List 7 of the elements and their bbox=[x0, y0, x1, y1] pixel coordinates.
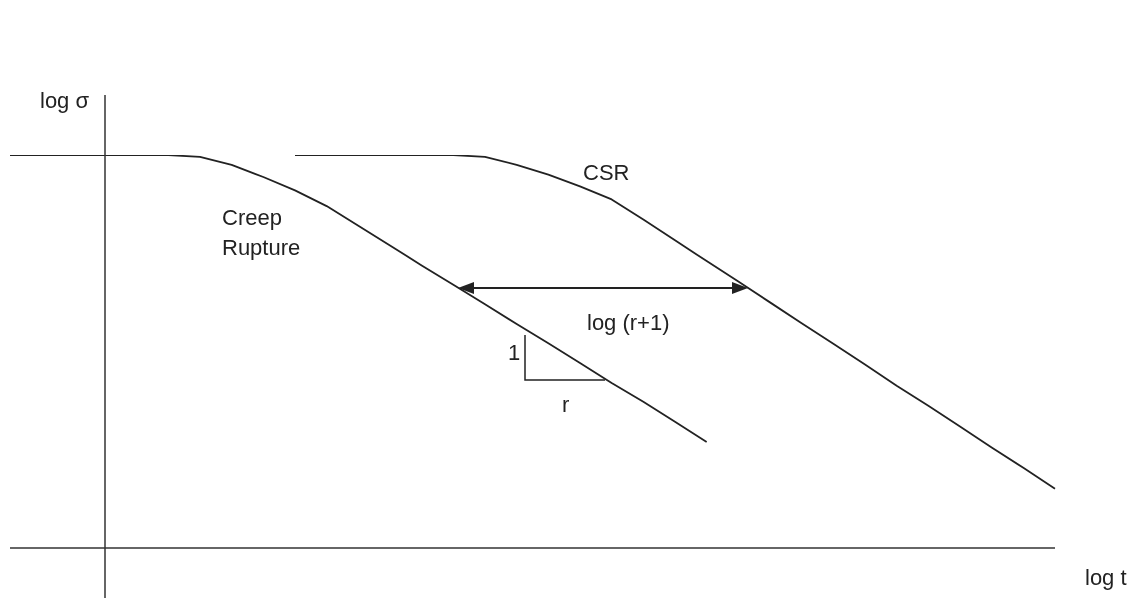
series-label: CSR bbox=[583, 160, 630, 185]
annotation: r bbox=[562, 392, 570, 417]
x-axis-title: log t bbox=[1085, 565, 1127, 590]
annotation: log (r+1) bbox=[587, 310, 670, 335]
annotation: 1 bbox=[508, 340, 521, 365]
y-axis-title: log σ bbox=[40, 88, 90, 113]
series-label: Creep Rupture bbox=[222, 205, 301, 260]
